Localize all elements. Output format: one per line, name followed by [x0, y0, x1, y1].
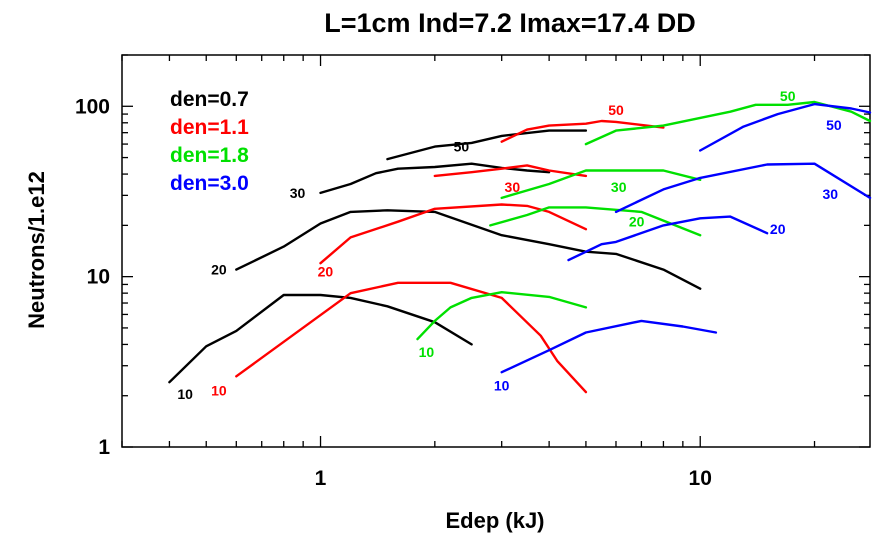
series-line — [502, 171, 701, 198]
series-line — [387, 131, 586, 160]
series-line — [236, 283, 586, 392]
series-label: 50 — [826, 117, 842, 133]
series-label: 30 — [290, 185, 306, 201]
x-tick-label: 10 — [689, 467, 712, 490]
series-label: 20 — [318, 264, 334, 280]
series-label: 30 — [822, 186, 838, 202]
y-tick-label: 1 — [98, 436, 110, 459]
y-tick-label: 100 — [75, 95, 110, 118]
series-label: 50 — [608, 102, 624, 118]
legend-item: den=3.0 — [170, 172, 249, 195]
series-line — [321, 205, 586, 264]
series-label: 50 — [780, 88, 796, 104]
y-axis-label: Neutrons/1.e12 — [24, 171, 49, 329]
series-line — [169, 295, 471, 382]
x-axis-label: Edep (kJ) — [445, 508, 544, 533]
chart-title: L=1cm Ind=7.2 Imax=17.4 DD — [324, 8, 695, 38]
legend-item: den=0.7 — [170, 88, 249, 111]
legend-item: den=1.1 — [170, 116, 249, 139]
series-label: 10 — [494, 377, 510, 393]
series-line — [490, 207, 700, 235]
series-label: 10 — [419, 344, 435, 360]
series-label: 30 — [611, 179, 627, 195]
legend: den=0.7 den=1.1 den=1.8 den=3.0 — [170, 88, 249, 195]
series-line — [435, 165, 586, 176]
series-label: 20 — [629, 214, 645, 230]
series-label: 10 — [211, 382, 227, 398]
legend-item: den=1.8 — [170, 144, 249, 167]
x-tick-label: 1 — [315, 467, 327, 490]
series-label: 20 — [770, 221, 786, 237]
series-label: 10 — [177, 386, 193, 402]
series-label: 20 — [211, 262, 227, 278]
series-label: 50 — [454, 139, 470, 155]
y-tick-label: 10 — [87, 266, 110, 289]
